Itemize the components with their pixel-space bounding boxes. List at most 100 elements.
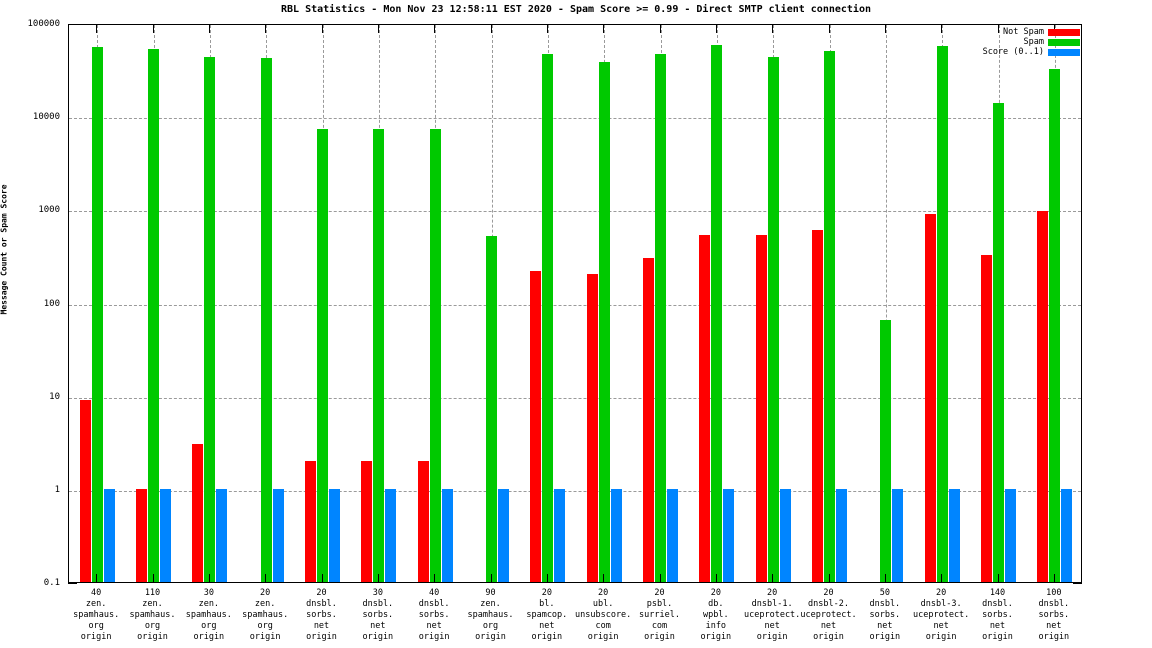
bar-score <box>160 488 171 582</box>
x-axis-label-group: 20 dnsbl-2. uceprotect. net origin <box>790 588 868 643</box>
x-axis-label-group: 20 dnsbl-3. uceprotect. net origin <box>902 588 980 643</box>
x-axis-label-line: uceprotect. <box>800 610 857 620</box>
x-axis-label-line: net <box>989 621 1006 631</box>
x-axis-label-group: 140 dnsbl. sorbs. net origin <box>959 588 1037 643</box>
x-axis-label-line: dnsbl-2. <box>808 599 849 609</box>
x-axis-label-line: sorbs. <box>306 610 337 620</box>
x-axis-label-line: origin <box>80 632 112 642</box>
x-axis-label-line: sorbs. <box>1038 610 1070 620</box>
bar-not-spam <box>136 488 147 582</box>
x-axis-label-count: 30 <box>372 588 383 598</box>
x-axis-label-count: 40 <box>91 588 102 598</box>
x-axis-label-group: 90 zen. spamhaus. org origin <box>452 588 530 643</box>
x-axis-tick <box>546 574 548 583</box>
bar-not-spam <box>305 460 316 582</box>
x-axis-label-line: spamcop. <box>526 610 568 620</box>
gridline-horizontal <box>69 490 1081 492</box>
bar-not-spam <box>530 270 542 582</box>
x-axis-label-count: 20 <box>316 588 327 598</box>
x-axis-label-group: 20 dnsbl-1. uceprotect. net origin <box>733 588 811 643</box>
bar-spam <box>1049 69 1061 582</box>
x-axis-tick <box>659 574 661 583</box>
x-axis-label-line: dnsbl-3. <box>920 599 962 609</box>
x-axis-tick <box>321 24 323 33</box>
x-axis-label-line: sorbs. <box>869 610 901 620</box>
y-axis-tick-label: 1000 <box>38 205 60 216</box>
x-axis-label-group: 40 dnsbl. sorbs. net origin <box>395 588 473 643</box>
x-axis-label-line: origin <box>249 632 281 642</box>
x-axis-label-line: origin <box>587 632 619 642</box>
x-axis-label-line: dnsbl-1. <box>751 599 793 609</box>
y-axis-tick-label: 0.1 <box>43 578 60 588</box>
x-axis-label-line: net <box>426 621 442 631</box>
x-axis-tick <box>490 574 492 583</box>
x-axis-tick <box>377 574 379 583</box>
x-axis-label-line: spamhaus. <box>185 610 232 620</box>
x-axis-label-line: net <box>933 621 949 631</box>
x-axis-tick <box>828 24 830 33</box>
x-axis-label-line: com <box>651 621 668 631</box>
x-axis-label-line: origin <box>137 632 168 642</box>
x-axis-label-count: 20 <box>710 588 721 598</box>
gridline-vertical <box>885 25 887 582</box>
x-axis-label-count: 20 <box>541 588 552 598</box>
y-axis-tick-label: 10 <box>49 391 60 402</box>
legend-label: Not Spam <box>1003 26 1044 37</box>
x-axis-tick <box>377 24 379 33</box>
x-axis-label-line: origin <box>193 632 225 642</box>
x-axis-tick <box>265 24 267 33</box>
bar-spam <box>598 62 610 582</box>
x-axis-tick <box>941 24 943 33</box>
bar-spam <box>936 46 948 582</box>
x-axis-label-group: 20 dnsbl. sorbs. net origin <box>283 588 361 643</box>
bar-spam <box>767 57 779 582</box>
bar-score <box>1005 488 1016 582</box>
plot-area <box>68 24 1082 583</box>
x-axis-tick <box>997 574 999 583</box>
x-axis-tick <box>772 24 774 33</box>
x-axis-tick <box>96 574 98 583</box>
x-axis-label-line: com <box>595 621 611 631</box>
x-axis-label-line: dnsbl. <box>418 599 450 609</box>
bar-spam <box>880 319 892 582</box>
bar-spam <box>91 47 103 582</box>
x-axis-label-line: unsubscore. <box>575 610 632 620</box>
x-axis-label-count: 20 <box>936 588 947 598</box>
x-axis-label-line: org <box>482 621 499 631</box>
bar-spam <box>711 45 723 582</box>
bar-spam <box>542 53 554 582</box>
x-axis-label-line: zen. <box>480 599 501 609</box>
x-axis-tick <box>772 574 774 583</box>
bar-spam <box>260 58 272 582</box>
bar-score <box>948 488 960 582</box>
x-axis-tick <box>434 24 436 33</box>
bar-not-spam <box>417 460 429 582</box>
gridline-horizontal <box>69 304 1081 306</box>
bar-not-spam <box>79 399 91 582</box>
x-axis-label-group: 20 ubl. unsubscore. com origin <box>564 588 642 643</box>
x-axis-label-line: origin <box>869 632 901 642</box>
bar-score <box>216 488 228 582</box>
bar-not-spam <box>981 255 992 582</box>
x-axis-label-line: net <box>370 621 386 631</box>
x-axis-label-line: origin <box>644 632 675 642</box>
y-axis-tick-major <box>68 583 77 584</box>
x-axis-tick <box>941 574 943 583</box>
bar-score <box>723 488 735 582</box>
x-axis-label-line: psbl. <box>646 599 673 609</box>
bar-not-spam <box>812 230 823 582</box>
bar-spam <box>486 235 497 582</box>
bar-score <box>441 488 453 582</box>
x-axis-label-line: spamhaus. <box>467 610 514 620</box>
x-axis-label-line: zen. <box>142 599 163 609</box>
x-axis-tick <box>1053 574 1055 583</box>
gridline-horizontal <box>69 118 1081 120</box>
bar-score <box>667 488 678 582</box>
bar-not-spam <box>1037 211 1049 582</box>
x-axis-label-line: net <box>1046 621 1062 631</box>
x-axis-tick <box>265 574 267 583</box>
x-axis-label-count: 110 <box>144 588 161 598</box>
x-axis-label-line: spamhaus. <box>242 610 289 620</box>
x-axis-tick <box>434 574 436 583</box>
x-axis-tick <box>152 574 154 583</box>
